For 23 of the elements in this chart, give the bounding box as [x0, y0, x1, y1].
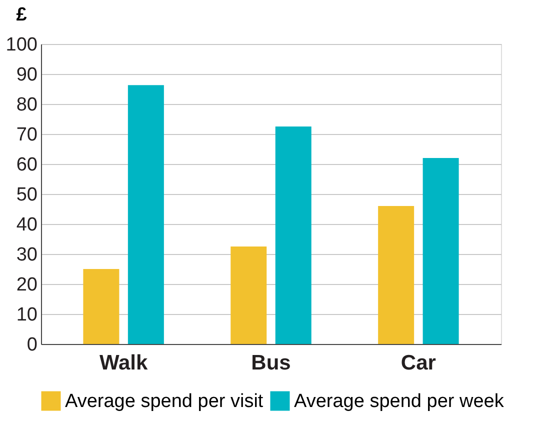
- legend-label: Average spend per visit: [65, 391, 264, 412]
- y-tick-label: 40: [16, 214, 38, 236]
- y-axis-title: £: [16, 4, 28, 26]
- bar: [230, 246, 267, 344]
- y-tick-label: 70: [16, 124, 38, 146]
- bar: [378, 206, 414, 344]
- bar: [422, 158, 459, 344]
- y-tick-label: 20: [16, 274, 38, 296]
- bar: [83, 269, 120, 344]
- y-tick-label: 80: [16, 94, 38, 116]
- legend-label: Average spend per week: [294, 391, 504, 412]
- y-tick-label: 90: [16, 64, 38, 86]
- y-tick-label: 10: [16, 304, 38, 326]
- bar: [275, 126, 312, 344]
- y-tick-label: 100: [6, 34, 38, 56]
- x-tick-label: Walk: [99, 352, 148, 374]
- y-tick-label: 50: [16, 184, 38, 206]
- y-tick-label: 0: [26, 334, 38, 356]
- y-tick-label: 30: [16, 244, 38, 266]
- x-tick-label: Bus: [251, 352, 291, 374]
- x-tick-label: Car: [400, 352, 436, 374]
- bar: [128, 85, 164, 344]
- y-tick-label: 60: [16, 154, 38, 176]
